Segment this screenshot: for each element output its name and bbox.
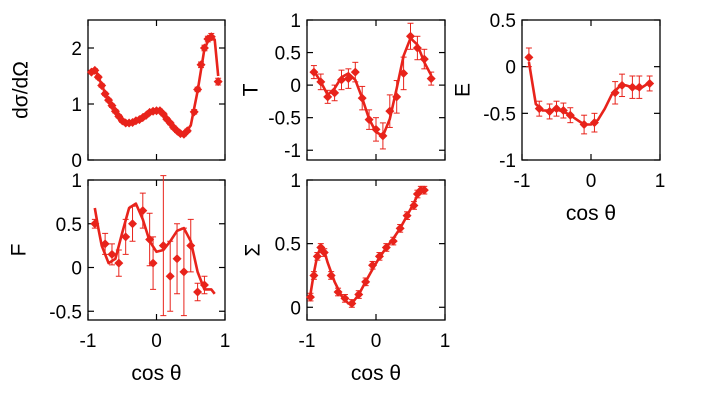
y-axis-label-F: F [7,244,30,257]
y-tick-label-Sigma: 0.5 [275,235,301,256]
fit-curve-E [527,61,651,126]
data-point-F [148,258,158,268]
plot-frame-dsdo [87,19,226,161]
y-tick-label-T: -1 [284,141,301,162]
y-tick-label-F: 0.5 [56,215,82,236]
data-point-E [524,52,534,62]
y-tick-label-F: 1 [71,171,82,192]
y-tick-label-E: -0.5 [483,104,516,125]
x-tick-label-Sigma: 1 [440,331,451,352]
data-point-dsdo [213,77,223,87]
data-point-F [121,232,131,242]
data-point-F [107,249,117,259]
x-tick-label-F: 0 [151,331,162,352]
data-point-T [406,31,415,41]
y-tick-label-T: 1 [290,11,301,32]
y-tick-label-T: 0 [290,76,301,97]
x-tick-label-Sigma: -1 [299,331,316,352]
data-point-T [426,74,436,84]
y-tick-label-T: 0.5 [275,44,301,65]
fit-curve-T [312,36,433,138]
y-tick-label-dsdo: 1 [71,95,82,116]
x-axis-label-F: cos θ [131,362,181,385]
panel-T: 1 0.5 0 -0.5 -1 T [239,11,446,162]
x-tick-label-F: 1 [220,331,231,352]
x-tick-label-E: -1 [514,171,531,192]
y-axis-label-E: E [451,83,474,97]
data-point-Sigma [305,292,315,302]
x-tick-label-E: 1 [655,171,666,192]
x-tick-label-F: -1 [80,331,97,352]
data-point-F [172,254,182,264]
y-axis-label-Sigma: Σ [241,243,264,256]
y-axis-label-dsdo: dσ/dΩ [9,61,32,119]
fit-curve-F [93,202,216,295]
fit-curve-Sigma [309,187,426,305]
plot-frame-Sigma [306,179,446,321]
data-point-F [193,287,203,297]
x-axis-label-E: cos θ [566,202,616,225]
panel-dsdo: 0 1 2 dσ/dΩ [9,19,226,172]
y-tick-label-T: -0.5 [268,109,301,130]
data-point-T [350,67,360,77]
y-tick-label-dsdo: 2 [71,39,82,60]
data-point-F [179,267,189,277]
y-tick-label-E: 0 [505,58,516,79]
data-point-F [114,258,124,268]
y-tick-label-E: -1 [499,151,516,172]
data-point-F [128,219,138,229]
fit-curve-dsdo [93,35,220,137]
y-tick-label-Sigma: 1 [290,171,301,192]
y-tick-label-F: -0.5 [49,302,82,323]
x-axis-label-Sigma: cos θ [351,362,401,385]
data-point-F [165,271,175,281]
data-point-T [323,92,333,102]
y-tick-label-dsdo: 0 [71,151,82,172]
y-tick-label-E: 0.5 [490,11,516,32]
y-tick-label-F: 0 [71,259,82,280]
x-tick-label-E: 0 [586,171,597,192]
y-axis-label-T: T [239,83,262,96]
y-tick-label-Sigma: 0 [290,298,301,319]
x-tick-label-Sigma: 0 [371,331,382,352]
